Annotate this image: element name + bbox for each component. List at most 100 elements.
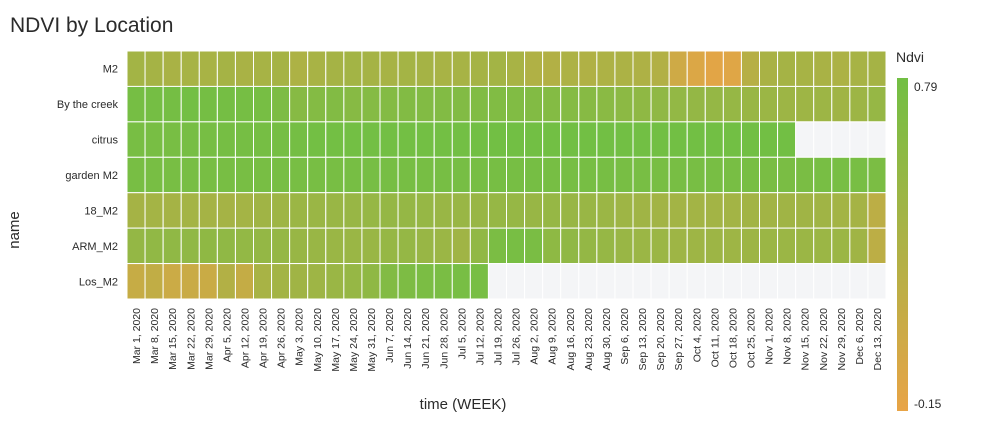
heatmap-cell — [216, 121, 236, 158]
heatmap-cell-empty — [867, 121, 887, 158]
heatmap-cell — [650, 192, 670, 229]
heatmap-cell — [126, 192, 146, 229]
heatmap-cell — [144, 85, 164, 123]
heatmap-cell — [578, 85, 598, 123]
heatmap-cell — [307, 192, 327, 229]
heatmap-cells — [126, 50, 887, 300]
heatmap-cell-empty — [813, 121, 833, 158]
heatmap-cell — [795, 192, 815, 229]
heatmap-cell — [198, 263, 218, 300]
x-tick-label: May 17, 2020 — [330, 308, 342, 372]
heatmap-cell — [650, 85, 670, 123]
heatmap-cell — [325, 121, 345, 158]
heatmap-cell — [867, 192, 887, 229]
heatmap-cell — [578, 156, 598, 194]
heatmap-cell — [831, 156, 851, 194]
heatmap-cell — [759, 121, 779, 158]
chart-title: NDVI by Location — [10, 14, 174, 37]
heatmap-cell — [668, 227, 688, 265]
heatmap-cell — [216, 156, 236, 194]
heatmap-cell — [849, 227, 869, 265]
heatmap-cell — [451, 227, 471, 265]
x-tick-label: Aug 16, 2020 — [565, 308, 577, 371]
heatmap-cell — [795, 227, 815, 265]
x-tick-label: Sep 13, 2020 — [637, 308, 649, 371]
heatmap-cell — [487, 50, 507, 87]
heatmap-cell — [379, 156, 399, 194]
heatmap-cell — [289, 192, 309, 229]
heatmap-cell — [451, 156, 471, 194]
heatmap-cell — [144, 227, 164, 265]
heatmap-cell — [307, 85, 327, 123]
heatmap-cell — [397, 227, 417, 265]
heatmap-cell — [126, 156, 146, 194]
heatmap-cell — [451, 50, 471, 87]
heatmap-cell — [560, 156, 580, 194]
heatmap-cell — [289, 156, 309, 194]
heatmap-cell — [307, 227, 327, 265]
heatmap-cell — [180, 156, 200, 194]
y-tick-label: By the creek — [57, 99, 119, 111]
heatmap-cell — [433, 85, 453, 123]
heatmap-cell — [524, 85, 544, 123]
heatmap-cell — [144, 192, 164, 229]
heatmap-cell — [144, 50, 164, 87]
y-axis-ticks: M2 By the creek citrus garden M2 18_M2 ARM_M2… — [57, 64, 119, 289]
heatmap-cell — [415, 192, 435, 229]
color-legend: Ndvi 0.79 -0.15 — [896, 49, 942, 411]
y-tick-label: ARM_M2 — [72, 241, 118, 253]
x-tick-label: Oct 4, 2020 — [691, 308, 703, 362]
y-axis-title: name — [6, 211, 23, 249]
heatmap-cell — [325, 85, 345, 123]
heatmap-cell — [415, 50, 435, 87]
heatmap-cell — [379, 121, 399, 158]
heatmap-cell — [253, 85, 273, 123]
heatmap-cell — [289, 50, 309, 87]
heatmap-cell — [451, 192, 471, 229]
heatmap-cell — [777, 50, 797, 87]
heatmap-cell-empty — [813, 263, 833, 300]
heatmap-cell — [253, 263, 273, 300]
heatmap-cell — [849, 156, 869, 194]
heatmap-cell — [433, 156, 453, 194]
heatmap-cell — [433, 192, 453, 229]
heatmap-cell — [632, 192, 652, 229]
heatmap-cell — [578, 121, 598, 158]
heatmap-cell — [433, 50, 453, 87]
heatmap-cell — [433, 227, 453, 265]
heatmap-cell — [271, 156, 291, 194]
heatmap-cell — [506, 227, 526, 265]
y-tick-label: citrus — [92, 135, 119, 147]
x-tick-label: Oct 25, 2020 — [745, 308, 757, 368]
heatmap-cell — [325, 227, 345, 265]
x-tick-label: May 31, 2020 — [366, 308, 378, 372]
legend-colorbar — [897, 78, 908, 411]
heatmap-cell — [632, 50, 652, 87]
heatmap-cell — [216, 227, 236, 265]
legend-tick-min: -0.15 — [914, 397, 942, 411]
heatmap-cell — [560, 121, 580, 158]
heatmap-cell — [234, 121, 254, 158]
heatmap-cell-empty — [506, 263, 526, 300]
heatmap-cell — [198, 227, 218, 265]
heatmap-cell — [740, 192, 760, 229]
heatmap-cell — [650, 156, 670, 194]
heatmap-cell — [361, 227, 381, 265]
x-tick-label: Apr 26, 2020 — [276, 308, 288, 368]
x-tick-label: Mar 8, 2020 — [149, 308, 161, 364]
heatmap-cell-empty — [560, 263, 580, 300]
heatmap-cell-empty — [849, 121, 869, 158]
x-tick-label: Jul 19, 2020 — [492, 308, 504, 365]
heatmap-cell — [343, 50, 363, 87]
heatmap-cell — [542, 121, 562, 158]
heatmap-cell-empty — [704, 263, 724, 300]
heatmap-cell — [198, 156, 218, 194]
heatmap-cell — [542, 85, 562, 123]
heatmap-cell — [180, 227, 200, 265]
x-tick-label: Sep 6, 2020 — [619, 308, 631, 365]
heatmap-cell — [234, 50, 254, 87]
heatmap-cell — [777, 227, 797, 265]
heatmap-cell — [632, 156, 652, 194]
heatmap-cell — [506, 50, 526, 87]
heatmap-cell — [271, 192, 291, 229]
